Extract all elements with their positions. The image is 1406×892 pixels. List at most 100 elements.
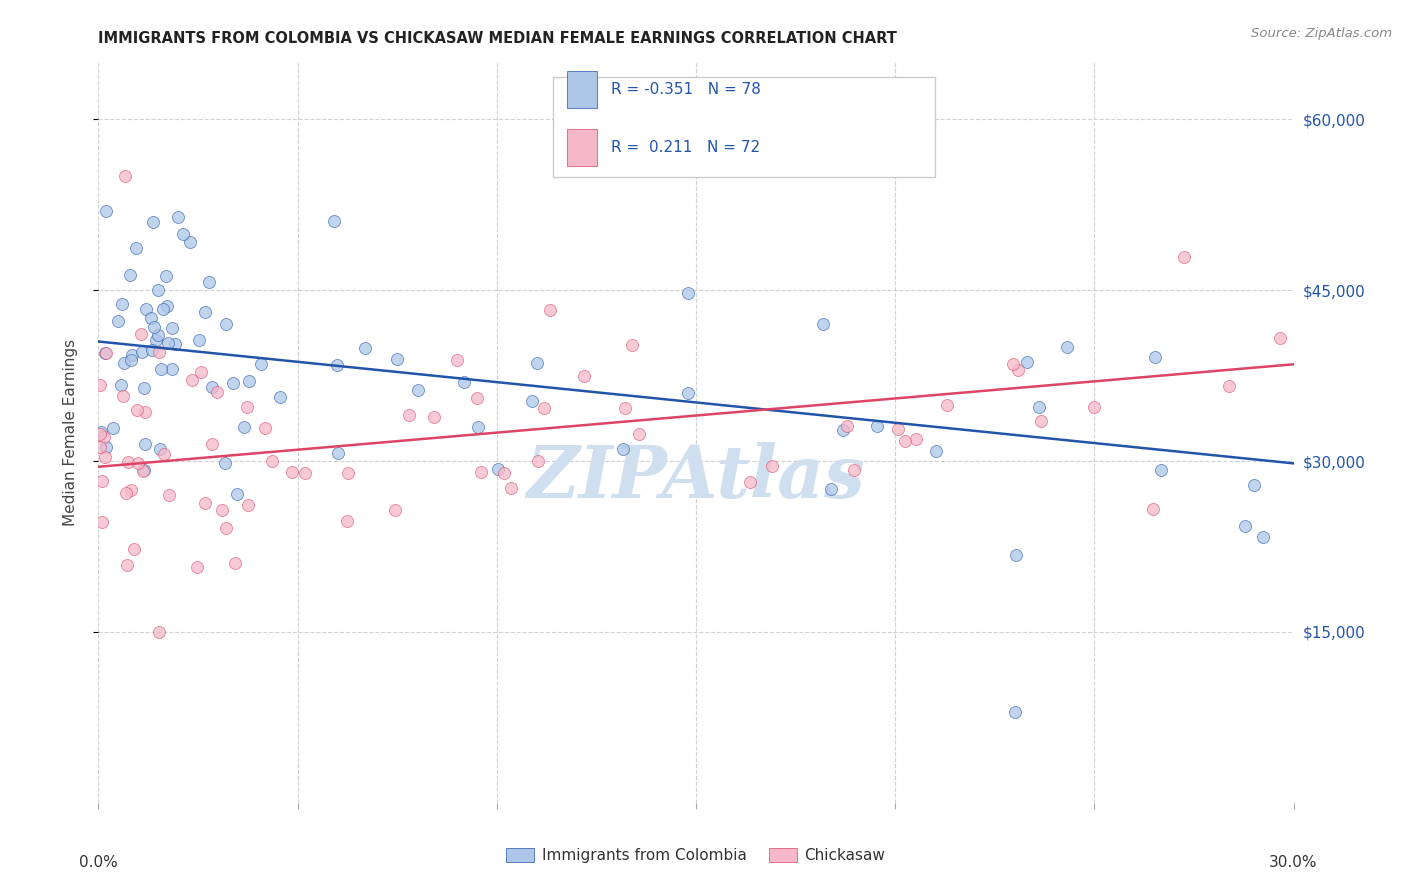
Point xyxy=(1056,340,1078,354)
Point xyxy=(398,409,420,423)
Point xyxy=(385,351,408,366)
Point xyxy=(194,496,217,510)
Point xyxy=(148,327,170,342)
Point xyxy=(1150,463,1173,477)
Point xyxy=(89,377,111,392)
Point xyxy=(156,336,179,351)
Point xyxy=(336,514,359,528)
Point xyxy=(142,215,165,229)
Point xyxy=(254,421,277,435)
Point xyxy=(337,466,360,480)
Point xyxy=(236,400,259,414)
Point xyxy=(157,488,180,502)
Point xyxy=(129,327,152,342)
Point xyxy=(101,421,124,435)
Point xyxy=(354,341,377,355)
Point xyxy=(1017,355,1039,369)
Point xyxy=(294,467,316,481)
Point xyxy=(612,442,634,456)
Point xyxy=(201,380,224,394)
Point xyxy=(1002,357,1025,371)
Point xyxy=(574,368,596,383)
Point xyxy=(214,456,236,470)
Legend: Immigrants from Colombia, Chickasaw: Immigrants from Colombia, Chickasaw xyxy=(501,842,891,869)
Point xyxy=(148,344,170,359)
Point xyxy=(152,447,174,461)
Point xyxy=(676,386,699,401)
Point xyxy=(423,410,446,425)
Point xyxy=(904,432,927,446)
Point xyxy=(761,458,783,473)
Point xyxy=(96,346,118,360)
Point xyxy=(538,303,561,318)
Point xyxy=(127,456,149,470)
Point xyxy=(453,375,475,389)
Point xyxy=(215,521,238,535)
Point xyxy=(886,422,908,436)
Point xyxy=(238,375,260,389)
Point xyxy=(1004,705,1026,719)
Point xyxy=(90,425,112,439)
Point xyxy=(260,454,283,468)
Point xyxy=(114,169,136,184)
Point xyxy=(122,541,145,556)
Point xyxy=(1143,350,1166,364)
Point xyxy=(866,419,889,434)
Point xyxy=(145,333,167,347)
Point xyxy=(215,317,238,331)
Point xyxy=(1234,519,1257,533)
Point xyxy=(187,334,209,348)
Point xyxy=(811,318,834,332)
Point xyxy=(149,442,172,457)
Point xyxy=(249,357,271,371)
Point xyxy=(224,556,246,570)
Point xyxy=(211,503,233,517)
Text: R = -0.351   N = 78: R = -0.351 N = 78 xyxy=(612,82,761,97)
Point xyxy=(627,427,650,442)
Point xyxy=(179,235,201,250)
Point xyxy=(831,423,853,437)
Point xyxy=(533,401,555,416)
Point xyxy=(194,305,217,319)
Point xyxy=(111,296,134,310)
Point xyxy=(205,384,228,399)
Point xyxy=(141,310,163,325)
Point xyxy=(107,314,129,328)
Point xyxy=(150,361,173,376)
Point xyxy=(499,481,522,495)
Point xyxy=(160,321,183,335)
Point xyxy=(835,418,858,433)
Text: R =  0.211   N = 72: R = 0.211 N = 72 xyxy=(612,140,761,155)
Point xyxy=(1243,477,1265,491)
Point xyxy=(470,465,492,479)
Point xyxy=(527,454,550,468)
Point xyxy=(326,358,349,372)
Point xyxy=(110,377,132,392)
Point xyxy=(94,346,117,360)
Point xyxy=(1173,250,1195,264)
Point xyxy=(172,227,194,242)
Point xyxy=(160,362,183,376)
Point xyxy=(323,213,346,227)
Text: 30.0%: 30.0% xyxy=(1270,855,1317,870)
Point xyxy=(269,390,291,404)
Point xyxy=(131,344,153,359)
Point xyxy=(467,419,489,434)
Point xyxy=(156,299,179,313)
Point xyxy=(492,467,515,481)
Point xyxy=(117,455,139,469)
Point xyxy=(233,420,256,434)
Point xyxy=(486,462,509,476)
Y-axis label: Median Female Earnings: Median Female Earnings xyxy=(63,339,77,526)
Point xyxy=(465,391,488,405)
Point xyxy=(134,437,156,451)
Point xyxy=(135,302,157,317)
Point xyxy=(125,402,148,417)
Point xyxy=(1028,400,1050,414)
Point xyxy=(120,483,142,497)
Point xyxy=(894,434,917,448)
Point xyxy=(115,486,138,500)
Point xyxy=(1004,548,1026,562)
Point xyxy=(142,320,165,334)
Point xyxy=(1142,501,1164,516)
